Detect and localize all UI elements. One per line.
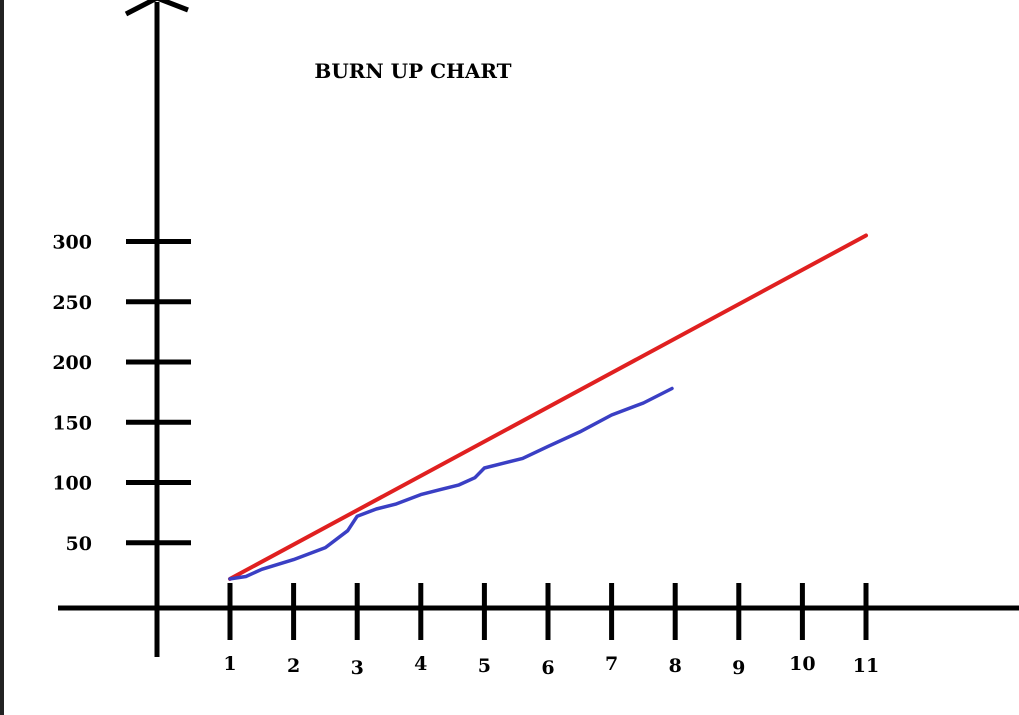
scope-line [228, 233, 868, 581]
x-tick-label: 6 [541, 657, 554, 679]
y-axis-arrow-icon [124, 0, 189, 17]
y-tick-label: 200 [52, 352, 92, 374]
y-tick-label: 100 [52, 473, 92, 495]
x-tick-label: 11 [853, 655, 879, 677]
x-tick-label: 5 [478, 655, 491, 677]
x-tick-label: 1 [223, 653, 236, 675]
x-tick-label: 8 [669, 655, 682, 677]
axes [58, 0, 1019, 657]
x-tick-label: 7 [605, 653, 618, 675]
y-tick-label: 300 [52, 232, 92, 254]
left-border [0, 0, 4, 715]
x-tick-label: 9 [732, 657, 745, 679]
completed-work-line [228, 386, 674, 581]
y-ticks: 50 100 150 200 250 300 [52, 232, 191, 555]
x-ticks: 1 2 3 4 5 6 7 8 9 10 11 [223, 583, 879, 679]
y-tick-label: 250 [52, 292, 92, 314]
series-layer [228, 233, 868, 581]
x-tick-label: 10 [789, 653, 815, 675]
x-tick-label: 2 [287, 655, 300, 677]
chart-title: BURN UP CHART [314, 59, 511, 83]
y-tick-label: 150 [52, 412, 92, 434]
x-tick-label: 3 [351, 657, 364, 679]
y-tick-label: 50 [66, 533, 92, 555]
x-tick-label: 4 [414, 653, 427, 675]
